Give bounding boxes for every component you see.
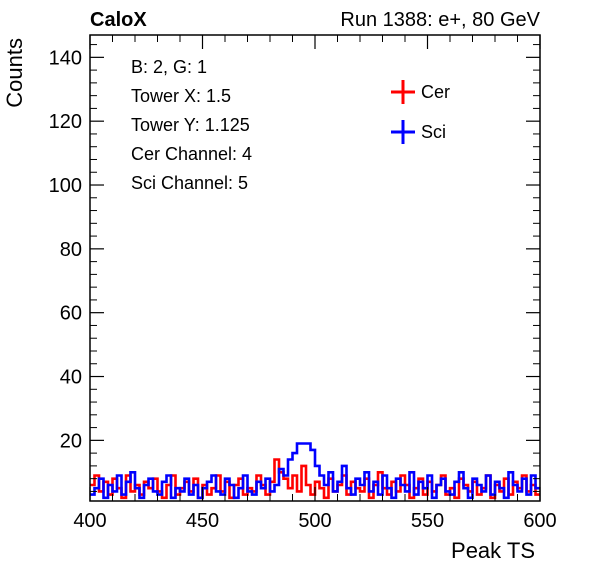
y-tick-label: 20 <box>60 430 82 452</box>
brand-label: CaloX <box>90 9 147 31</box>
info-line: B: 2, G: 1 <box>131 57 207 77</box>
ticks-layer: 400 450 500 550 600 20 40 60 80 100 120 140 <box>49 35 557 532</box>
plot-frame <box>89 34 541 502</box>
series-sci-line <box>90 442 540 500</box>
info-line: Sci Channel: 5 <box>131 173 248 193</box>
x-tick-label: 600 <box>523 510 556 532</box>
y-tick-label: 40 <box>60 367 82 389</box>
x-tick-label: 550 <box>411 510 444 532</box>
run-info-label: Run 1388: e+, 80 GeV <box>340 9 540 31</box>
x-tick-label: 400 <box>73 510 106 532</box>
info-box: B: 2, G: 1 Tower X: 1.5 Tower Y: 1.125 Cer … <box>131 57 252 193</box>
legend-label-sci: Sci <box>421 122 446 142</box>
y-tick-label: 60 <box>60 303 82 325</box>
x-tick-label: 500 <box>298 510 331 532</box>
info-line: Tower Y: 1.125 <box>131 115 250 135</box>
y-tick-label: 80 <box>60 239 82 261</box>
info-line: Cer Channel: 4 <box>131 144 252 164</box>
y-tick-label: 120 <box>49 111 82 133</box>
legend: Cer Sci <box>391 80 450 144</box>
legend-label-cer: Cer <box>421 82 450 102</box>
x-tick-label: 450 <box>186 510 219 532</box>
y-axis-label: Counts <box>2 38 27 108</box>
y-tick-label: 100 <box>49 175 82 197</box>
y-tick-label: 140 <box>49 47 82 69</box>
x-axis-label: Peak TS <box>451 538 535 563</box>
info-line: Tower X: 1.5 <box>131 86 231 106</box>
